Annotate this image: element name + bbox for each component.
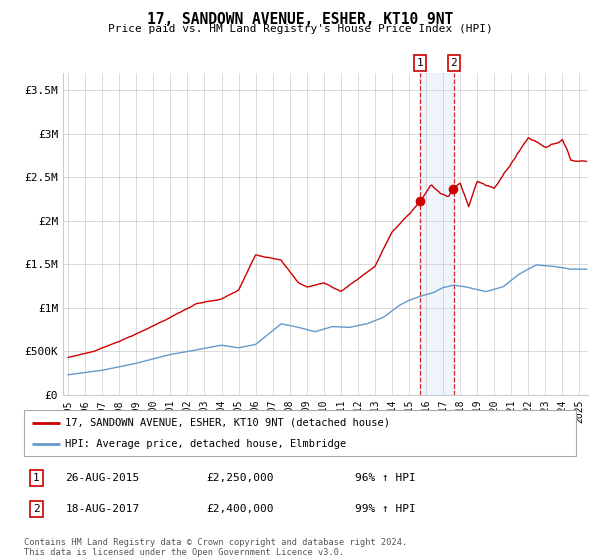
Text: 99% ↑ HPI: 99% ↑ HPI <box>355 504 416 514</box>
Text: 2: 2 <box>451 58 457 68</box>
Text: £2,400,000: £2,400,000 <box>206 504 274 514</box>
Text: 18-AUG-2017: 18-AUG-2017 <box>65 504 140 514</box>
Text: HPI: Average price, detached house, Elmbridge: HPI: Average price, detached house, Elmb… <box>65 439 347 449</box>
Text: 17, SANDOWN AVENUE, ESHER, KT10 9NT (detached house): 17, SANDOWN AVENUE, ESHER, KT10 9NT (det… <box>65 418 391 428</box>
FancyBboxPatch shape <box>24 410 576 456</box>
Text: Contains HM Land Registry data © Crown copyright and database right 2024.
This d: Contains HM Land Registry data © Crown c… <box>24 538 407 557</box>
Text: Price paid vs. HM Land Registry's House Price Index (HPI): Price paid vs. HM Land Registry's House … <box>107 24 493 34</box>
Text: 1: 1 <box>33 473 40 483</box>
Bar <box>420 73 454 395</box>
Text: 96% ↑ HPI: 96% ↑ HPI <box>355 473 416 483</box>
Text: 1: 1 <box>417 58 424 68</box>
Text: 2: 2 <box>33 504 40 514</box>
Text: 17, SANDOWN AVENUE, ESHER, KT10 9NT: 17, SANDOWN AVENUE, ESHER, KT10 9NT <box>147 12 453 27</box>
Text: £2,250,000: £2,250,000 <box>206 473 274 483</box>
Text: 26-AUG-2015: 26-AUG-2015 <box>65 473 140 483</box>
